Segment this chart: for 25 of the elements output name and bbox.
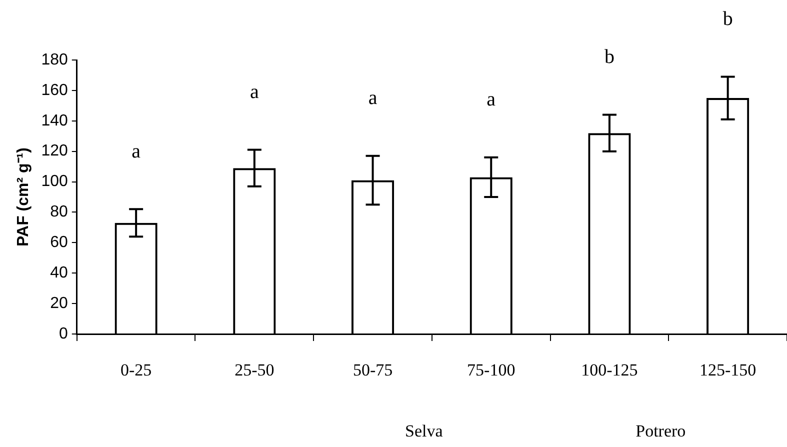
y-tick-label: 120: [41, 142, 68, 160]
annotation: a: [368, 87, 378, 110]
y-tick-label: 0: [58, 325, 68, 342]
text: Potrero: [636, 421, 686, 440]
x-tick-label: 50-75: [352, 360, 393, 380]
annotation: a: [132, 140, 141, 162]
y-tick-label: 160: [41, 82, 68, 99]
y-axis-title: PAF (cm² g⁻¹): [15, 148, 32, 246]
y-tick-label: 180: [41, 51, 68, 68]
x-tick-label: 100-125: [581, 360, 638, 380]
annotation: b: [604, 46, 614, 68]
y-tick-label: 140: [41, 112, 68, 130]
y-tick-label: 100: [41, 173, 68, 190]
y-tick-label: 20: [50, 294, 68, 312]
y-tick-label: 80: [50, 204, 68, 221]
x-tick-label: 25-50: [234, 360, 274, 380]
y-tick-label: 60: [50, 234, 68, 252]
annotation: a: [486, 88, 496, 111]
x-tick-label: 125-150: [699, 360, 756, 380]
y-tick-label: 40: [50, 264, 68, 282]
x-tick-label: 75-100: [467, 360, 516, 380]
annotation: a: [250, 81, 259, 104]
text: b: [722, 8, 733, 30]
text: Selva: [405, 421, 444, 440]
x-tick-label: 0-25: [120, 360, 152, 380]
